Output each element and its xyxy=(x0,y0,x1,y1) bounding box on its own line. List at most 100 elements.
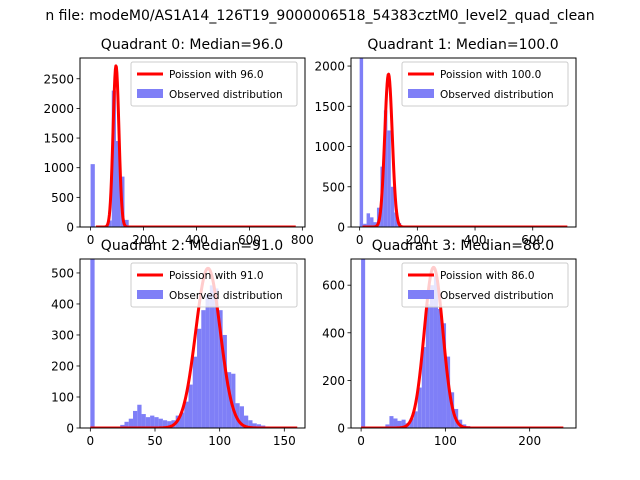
quadrant-0-title: Quadrant 0: Median=96.0 xyxy=(101,37,283,53)
histogram-bar xyxy=(373,222,377,227)
legend-hist-swatch xyxy=(137,290,163,299)
histogram-bar xyxy=(124,219,129,227)
histogram-bar xyxy=(446,356,451,428)
histogram-bar xyxy=(111,90,116,227)
y-tick-label: 2000 xyxy=(43,102,74,116)
x-tick-label: 200 xyxy=(518,434,541,448)
quadrant-3-chart: 0 100 200 0 200 400 600 Poission with 86.0 Obser… xyxy=(322,238,577,448)
histogram-bar xyxy=(393,418,398,428)
histogram-bar xyxy=(409,418,414,428)
y-tick-label: 0 xyxy=(337,221,345,235)
histogram-bar xyxy=(150,415,155,428)
histogram-bar xyxy=(128,418,134,428)
y-tick-label: 600 xyxy=(322,279,345,293)
histogram-bar xyxy=(197,328,202,428)
y-tick-label: 2000 xyxy=(314,60,345,74)
histogram-bar xyxy=(133,410,138,428)
x-tick-label: 200 xyxy=(132,233,155,247)
x-tick-label: 400 xyxy=(185,233,208,247)
histogram-bar xyxy=(90,164,95,227)
legend-box xyxy=(401,61,569,107)
x-tick-label: 200 xyxy=(406,233,429,247)
histogram-bar xyxy=(429,285,434,428)
histogram-bar xyxy=(383,110,388,227)
histogram-bar xyxy=(239,406,244,428)
histogram-bar xyxy=(137,404,142,428)
legend-box xyxy=(401,262,569,308)
quadrant-3-title: Quadrant 3: Median=86.0 xyxy=(372,238,554,254)
legend-hist-label: Observed distribution xyxy=(440,290,554,302)
histogram-bar xyxy=(389,416,394,428)
x-tick-label: 0 xyxy=(356,233,364,247)
quadrant-2-chart: 0 50 100 150 0 100 200 300 400 500 Poission with 9… xyxy=(51,238,306,448)
histogram-bar xyxy=(252,423,257,428)
y-tick-label: 400 xyxy=(51,297,74,311)
y-tick-label: 0 xyxy=(337,422,345,436)
histogram-bar xyxy=(366,213,371,227)
x-tick-label: 50 xyxy=(147,434,162,448)
y-tick-label: 300 xyxy=(51,328,74,342)
histogram-bar xyxy=(116,141,121,227)
x-tick-label: 0 xyxy=(357,434,365,448)
histogram-bar xyxy=(235,403,240,428)
legend-curve-label: Poission with 96.0 xyxy=(169,69,264,81)
x-tick-label: 0 xyxy=(87,434,95,448)
histogram-bar xyxy=(425,304,430,428)
axes-frame xyxy=(350,258,577,429)
legend-curve-label: Poission with 100.0 xyxy=(440,69,541,81)
histogram-bar xyxy=(205,294,210,428)
histogram-bar xyxy=(226,372,232,428)
plot-area xyxy=(359,58,569,227)
legend-box xyxy=(130,61,298,107)
legend-curve-label: Poission with 91.0 xyxy=(169,270,264,282)
histogram-bar xyxy=(120,424,125,428)
histogram-bar xyxy=(158,418,163,428)
histogram-bar xyxy=(397,420,402,428)
legend-curve-label: Poission with 86.0 xyxy=(440,270,535,282)
y-tick-label: 500 xyxy=(322,180,345,194)
x-tick-label: 800 xyxy=(291,233,314,247)
histogram-bar xyxy=(218,310,223,428)
histogram-bar xyxy=(387,130,391,227)
histogram-bar xyxy=(201,310,206,428)
histogram-bar xyxy=(417,387,422,428)
histogram-bar xyxy=(437,308,443,428)
histogram-bar xyxy=(243,415,249,428)
quadrant-1-chart: 0 200 400 600 0 500 1000 1500 2000 Poission with … xyxy=(314,37,577,247)
histogram-bar xyxy=(442,323,447,428)
histogram-bar xyxy=(167,421,172,428)
histogram-bar xyxy=(141,414,146,428)
histogram-bar xyxy=(363,223,367,227)
legend-hist-label: Observed distribution xyxy=(440,89,554,101)
legend: Poission with 96.0 Observed distribution xyxy=(130,61,298,107)
histogram-bar xyxy=(421,347,426,428)
histogram-bar xyxy=(184,401,189,428)
histogram-bar xyxy=(214,288,219,428)
x-tick-label: 150 xyxy=(273,434,296,448)
histogram-bar xyxy=(188,384,193,428)
y-tick-label: 400 xyxy=(322,326,345,340)
histogram-bar xyxy=(231,373,236,428)
y-tick-label: 100 xyxy=(51,390,74,404)
quadrant-2-title: Quadrant 2: Median=91.0 xyxy=(101,238,283,254)
y-tick-label: 1000 xyxy=(314,140,345,154)
histogram-bar xyxy=(192,356,198,428)
y-tick-label: 200 xyxy=(322,374,345,388)
x-tick-label: 100 xyxy=(434,434,457,448)
axes-frame xyxy=(79,258,306,429)
legend-box xyxy=(130,262,298,308)
x-tick-label: 600 xyxy=(521,233,544,247)
histogram-bar xyxy=(394,212,398,227)
y-tick-label: 0 xyxy=(66,422,74,436)
figure-suptitle: n file: modeM0/AS1A14_126T19_9000006518_… xyxy=(45,8,594,24)
y-tick-label: 1500 xyxy=(314,100,345,114)
histogram-bar xyxy=(107,220,112,227)
quadrant-0-chart: 0 200 400 600 800 0 500 1000 1500 2000 2500 Poissio… xyxy=(43,37,313,247)
histogram-bar xyxy=(390,186,395,227)
legend: Poission with 91.0 Observed distribution xyxy=(130,262,298,308)
histogram-bar xyxy=(413,411,418,428)
quadrant-1-title: Quadrant 1: Median=100.0 xyxy=(367,37,558,53)
y-tick-label: 0 xyxy=(66,221,74,235)
histogram-bar xyxy=(401,419,406,428)
